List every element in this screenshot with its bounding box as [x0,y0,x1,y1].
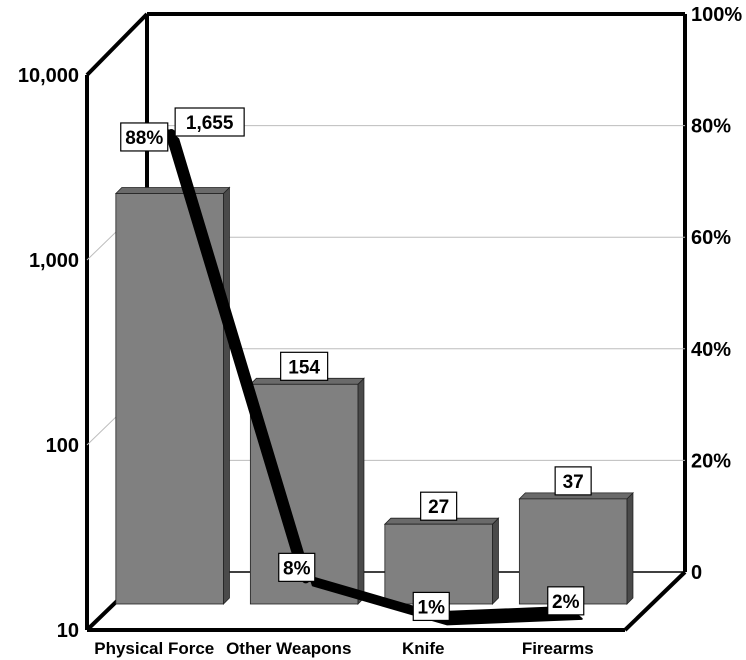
percent-label-physical-force-box [120,122,169,152]
percent-point-physical-force [167,128,176,137]
right-tick-label-20: 20% [691,450,731,472]
left-axis-ticks: 10 100 1,000 10,000 [18,65,79,642]
bar-knife [383,517,500,605]
bar-value-label-other-weapons-text: 154 [288,357,320,378]
bar-value-label-knife-text: 27 [428,497,449,518]
bar-value-label-physical-force: 1,655 [174,107,245,137]
bar-value-label-knife: 27 [420,491,458,521]
category-label-other-weapons: Other Weapons [226,639,351,658]
side-wall-top-edge [85,12,149,77]
percent-label-knife-box [412,591,450,622]
percent-label-other-weapons-text: 8% [283,558,311,579]
category-label-physical-force: Physical Force [94,639,214,658]
percent-label-firearms-box [547,586,585,616]
data-labels: 1,655 154 27 37 88% 8% 1% 2% [120,107,592,622]
left-tick-label-10: 10 [57,620,79,642]
category-label-knife: Knife [402,639,445,658]
percent-label-physical-force-text: 88% [125,128,163,149]
bar-value-label-firearms-text: 37 [563,472,584,493]
right-tick-label-0: 0 [691,562,702,584]
bar-value-label-firearms: 37 [554,466,592,496]
percent-label-firearms: 2% [547,586,585,616]
bar-value-label-physical-force-box [174,107,245,137]
bar-side-firearms [626,491,634,605]
right-tick-label-40: 40% [691,339,731,361]
bar-value-label-firearms-box [554,466,592,496]
bar-physical-force [114,186,231,605]
percent-label-firearms-text: 2% [552,592,580,613]
bar-value-label-other-weapons: 154 [280,351,329,381]
bar-firearms [518,491,634,605]
category-labels: Physical Force Other Weapons Knife Firearms [94,639,593,658]
percent-label-knife-text: 1% [418,597,446,618]
bar-other-weapons [249,377,365,605]
right-tick-label-60: 60% [691,227,731,249]
floor-right-edge [623,570,687,632]
percent-label-other-weapons-box [278,552,316,582]
left-tick-label-10000: 10,000 [18,65,79,87]
left-tick-label-1000: 1,000 [29,250,79,272]
bar-value-label-physical-force-text: 1,655 [186,113,234,134]
percent-label-other-weapons: 8% [278,552,316,582]
bars [114,186,634,605]
bar-top-physical-force [114,187,231,194]
bar-front-knife [384,523,493,605]
right-tick-label-80: 80% [691,116,731,138]
bar-side-physical-force [223,186,230,605]
percent-ribbon [163,125,583,626]
bar-value-label-other-weapons-box [280,351,329,381]
bar-side-knife [492,517,499,605]
percent-label-knife: 1% [412,591,450,622]
bar-value-label-knife-box [420,491,458,521]
right-axis-ticks: 0 20% 40% 60% 80% 100% [691,4,742,584]
right-tick-label-100: 100% [691,4,742,26]
category-label-firearms: Firearms [522,639,594,658]
percent-label-physical-force: 88% [120,122,169,152]
bar-side-other-weapons [357,377,365,605]
left-tick-label-100: 100 [46,435,79,457]
